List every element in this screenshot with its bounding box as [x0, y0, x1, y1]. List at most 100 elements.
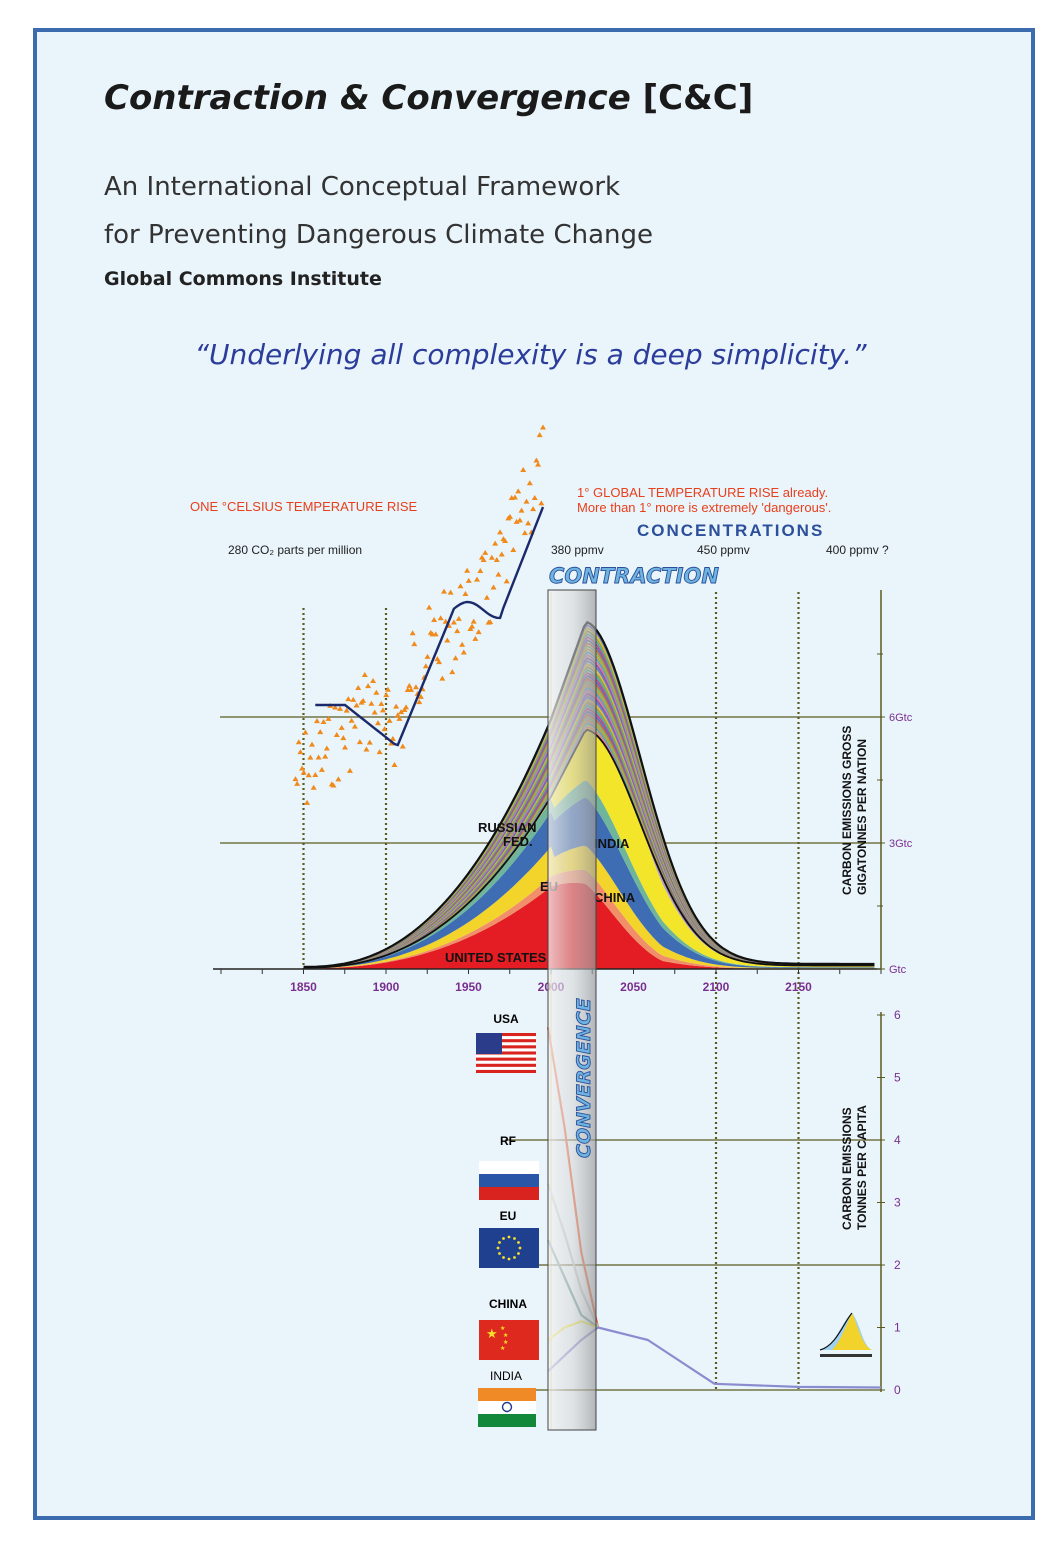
temperature-point — [295, 739, 302, 745]
temperature-point — [411, 641, 418, 647]
temperature-point — [470, 618, 477, 624]
ppm-380-label: 380 ppmv — [551, 543, 604, 557]
temperature-point — [474, 576, 480, 582]
gci-logo-icon — [819, 1312, 872, 1357]
temp-rise-right-label-2: More than 1° more is extremely 'dangerou… — [577, 500, 831, 515]
temperature-point — [368, 700, 375, 706]
temperature-point — [507, 513, 513, 519]
temperature-point — [412, 684, 419, 690]
organization-name: Global Commons Institute — [104, 268, 382, 290]
temperature-point — [436, 659, 443, 665]
country-label-rf: RF — [500, 1134, 516, 1148]
svg-text:★: ★ — [503, 1332, 508, 1339]
svg-text:★: ★ — [500, 1325, 505, 1332]
temperature-point — [457, 583, 464, 589]
temperature-point — [523, 498, 530, 504]
temperature-point — [355, 685, 362, 691]
temperature-point — [431, 616, 438, 622]
per-capita-lines — [546, 1027, 882, 1389]
region-label-india: INDIA — [594, 836, 630, 851]
temperature-point — [455, 615, 462, 621]
temperature-point — [536, 432, 543, 438]
temperature-point — [376, 749, 383, 755]
temperature-point — [388, 740, 395, 746]
temperature-point — [540, 424, 546, 430]
temperature-point — [361, 671, 368, 677]
temperature-point — [459, 641, 466, 647]
quote: “Underlying all complexity is a deep sim… — [194, 338, 867, 371]
temperature-point — [533, 457, 540, 463]
temperature-point — [312, 771, 319, 777]
temperature-point — [304, 799, 311, 805]
title-bracket: [C&C] — [642, 78, 754, 118]
temperature-point — [299, 765, 306, 771]
temperature-point — [525, 520, 532, 526]
x-tick-label: 1850 — [290, 980, 317, 994]
temperature-point — [510, 546, 517, 552]
temperature-point — [393, 703, 400, 709]
temperature-point — [535, 461, 542, 467]
temperature-point — [351, 723, 358, 729]
temperature-point — [426, 604, 433, 610]
temperature-point — [538, 500, 545, 506]
temperature-point — [343, 707, 350, 713]
temperature-point — [310, 784, 317, 790]
x-tick-label: 2100 — [703, 980, 730, 994]
page-title: Contraction & Convergence [C&C] — [104, 78, 753, 118]
country-label-eu: EU — [500, 1209, 517, 1223]
temperature-point — [345, 696, 352, 702]
convergence-label: CONVERGENCE — [573, 998, 595, 1158]
stack-layer — [303, 845, 875, 969]
country-label-usa: USA — [493, 1012, 519, 1026]
title-italic: Contraction & Convergence — [104, 78, 631, 118]
temperature-point — [450, 619, 457, 625]
temperature-point — [475, 629, 482, 635]
temperature-point — [305, 772, 312, 778]
temperature-point — [396, 715, 403, 721]
temperature-point — [333, 731, 340, 737]
lower-y-tick-label: 0 — [894, 1383, 901, 1397]
temp-rise-left-label: ONE °CELSIUS TEMPERATURE RISE — [190, 499, 418, 514]
lower-axis-title-2: TONNES PER CAPITA — [855, 1105, 869, 1230]
temperature-point — [297, 749, 304, 755]
region-label-us: UNITED STATES — [445, 950, 547, 965]
temperature-point — [322, 753, 329, 759]
temperature-point — [424, 653, 431, 659]
temperature-point — [394, 712, 401, 718]
lower-y-tick-label: 6 — [894, 1008, 901, 1022]
region-label-russia-2: FED. — [503, 834, 533, 849]
lower-y-tick-label: 1 — [894, 1321, 901, 1335]
temperature-point — [366, 739, 373, 745]
concentrations-label: CONCENTRATIONS — [637, 521, 824, 540]
lower-axis-title-1: CARBON EMISSIONS — [840, 1107, 854, 1230]
temperature-point — [348, 717, 355, 723]
temperature-point — [464, 567, 471, 573]
temperature-point — [356, 739, 363, 745]
temperature-point — [337, 705, 344, 711]
temperature-point — [403, 704, 410, 710]
temperature-curve — [315, 506, 545, 747]
temperature-point — [386, 717, 393, 723]
temperature-point — [526, 480, 533, 486]
temperature-point — [518, 507, 525, 513]
temperature-point — [399, 743, 406, 749]
temperature-point — [406, 682, 413, 688]
temperature-point — [302, 729, 309, 735]
temperature-point — [325, 715, 332, 721]
temperature-point — [294, 780, 301, 786]
country-label-india: INDIA — [490, 1369, 522, 1383]
x-tick-label: 2150 — [785, 980, 812, 994]
temperature-point — [317, 729, 324, 735]
temperature-point — [371, 709, 378, 715]
country-label-china: CHINA — [489, 1297, 527, 1311]
temperature-point — [449, 669, 456, 675]
ppm-280-label: 280 CO₂ parts per million — [228, 543, 362, 557]
temperature-point — [482, 549, 489, 555]
temperature-point — [444, 637, 451, 643]
x-tick-label: 1900 — [373, 980, 400, 994]
upper-y-tick-label: 6Gtc — [889, 712, 913, 724]
temperature-point — [417, 693, 424, 699]
temperature-point — [360, 697, 367, 703]
upper-y-tick-label: Gtc — [889, 964, 907, 976]
